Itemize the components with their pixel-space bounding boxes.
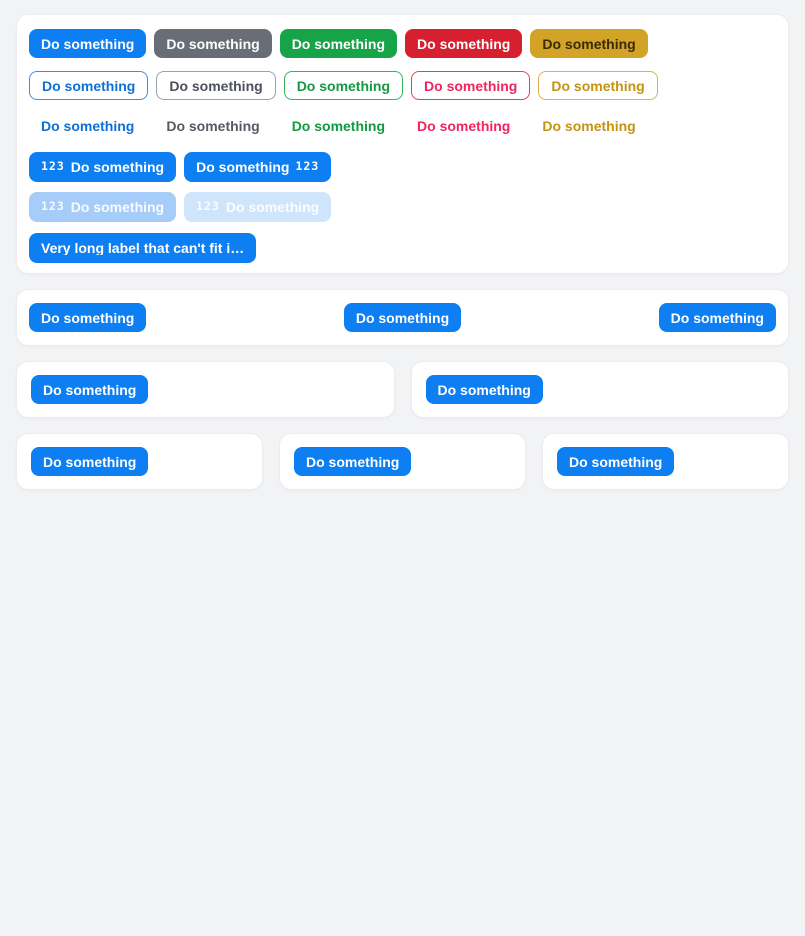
button-variants-card: Do something Do something Do something D…: [16, 14, 789, 274]
button-label: Do something: [542, 35, 636, 52]
button-label: Do something: [42, 77, 136, 94]
button-label: Do something: [569, 453, 663, 470]
numbers-123-icon: 123: [41, 159, 65, 174]
left-aligned-button[interactable]: Do something: [29, 303, 147, 332]
numbers-123-icon: 123: [295, 159, 320, 174]
three-card-row: Do something Do something Do something: [16, 433, 789, 490]
card-action-button[interactable]: Do something: [31, 447, 149, 476]
text-warning-button[interactable]: Do something: [530, 118, 647, 134]
disabled-buttons-row: 123 Do something 123 Do something: [29, 192, 776, 222]
solid-primary-button[interactable]: Do something: [29, 29, 147, 58]
button-label: Do something: [542, 118, 636, 134]
button-label: Do something: [306, 453, 400, 470]
button-label: Do something: [291, 35, 386, 52]
button-label: Do something: [41, 309, 135, 326]
button-label: Do something: [551, 77, 645, 94]
button-label: Do something: [166, 35, 260, 52]
page: Do something Do something Do something D…: [16, 14, 789, 490]
button-label: Do something: [166, 118, 260, 134]
button-label: Do something: [41, 118, 135, 134]
button-label: Do something: [169, 77, 263, 94]
button-label: Very long label that can't fit i…: [41, 241, 245, 255]
third-width-card: Do something: [279, 433, 526, 490]
solid-buttons-row: Do something Do something Do something D…: [29, 29, 776, 58]
disabled-icon-button-faint[interactable]: 123 Do something: [184, 192, 332, 222]
card-action-button[interactable]: Do something: [294, 447, 412, 476]
button-label: Do something: [291, 118, 386, 134]
icon-right-button[interactable]: Do something 123: [184, 152, 332, 182]
button-label: Do something: [225, 199, 320, 215]
numbers-123-icon: 123: [41, 199, 65, 214]
button-label: Do something: [196, 159, 290, 175]
right-aligned-button[interactable]: Do something: [658, 303, 776, 332]
truncated-button-row: Very long label that can't fit i…: [29, 233, 776, 263]
half-width-card: Do something: [410, 361, 789, 418]
solid-gray-button[interactable]: Do something: [154, 29, 272, 58]
solid-warning-button[interactable]: Do something: [530, 29, 648, 58]
truncated-long-label-button[interactable]: Very long label that can't fit i…: [29, 233, 257, 263]
button-label: Do something: [70, 159, 165, 175]
button-label: Do something: [355, 309, 450, 326]
icon-left-button[interactable]: 123 Do something: [29, 152, 177, 182]
button-label: Do something: [296, 77, 391, 94]
outline-primary-button[interactable]: Do something: [29, 71, 149, 100]
third-width-card: Do something: [16, 433, 263, 490]
button-label: Do something: [417, 118, 511, 134]
button-label: Do something: [43, 453, 137, 470]
card-action-button[interactable]: Do something: [557, 447, 675, 476]
outline-success-button[interactable]: Do something: [283, 71, 404, 100]
solid-success-button[interactable]: Do something: [279, 29, 398, 58]
outline-buttons-row: Do something Do something Do something D…: [29, 71, 776, 100]
solid-danger-button[interactable]: Do something: [405, 29, 523, 58]
icon-buttons-row: 123 Do something Do something 123: [29, 152, 776, 182]
button-label: Do something: [70, 199, 165, 215]
outline-warning-button[interactable]: Do something: [538, 71, 658, 100]
center-aligned-button[interactable]: Do something: [343, 303, 462, 332]
card-action-button[interactable]: Do something: [31, 375, 149, 404]
third-width-card: Do something: [542, 433, 789, 490]
text-primary-button[interactable]: Do something: [29, 118, 146, 134]
button-label: Do something: [41, 35, 135, 52]
outline-gray-button[interactable]: Do something: [156, 71, 276, 100]
outline-danger-button[interactable]: Do something: [411, 71, 531, 100]
button-label: Do something: [43, 381, 137, 398]
button-label: Do something: [424, 77, 518, 94]
button-label: Do something: [670, 309, 764, 326]
text-success-button[interactable]: Do something: [280, 118, 397, 134]
text-buttons-row: Do something Do something Do something D…: [29, 118, 776, 134]
button-label: Do something: [437, 381, 531, 398]
disabled-icon-button-strong[interactable]: 123 Do something: [29, 192, 177, 222]
button-label: Do something: [417, 35, 511, 52]
half-width-card: Do something: [16, 361, 395, 418]
card-action-button[interactable]: Do something: [425, 375, 543, 404]
text-gray-button[interactable]: Do something: [154, 118, 271, 134]
numbers-123-icon: 123: [196, 199, 220, 214]
text-danger-button[interactable]: Do something: [405, 118, 522, 134]
alignment-toolbar-card: Do something Do something Do something: [16, 289, 789, 346]
two-card-row: Do something Do something: [16, 361, 789, 418]
